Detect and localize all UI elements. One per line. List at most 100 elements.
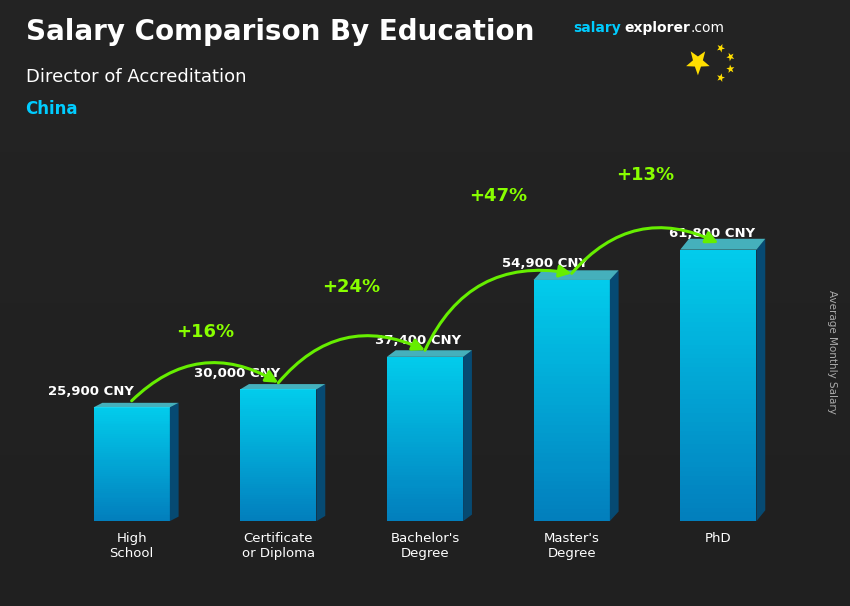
Bar [534, 457, 609, 461]
Bar [534, 316, 609, 320]
Bar [387, 379, 463, 382]
Bar [241, 440, 316, 442]
Bar [534, 308, 609, 312]
Polygon shape [717, 73, 725, 82]
Bar [387, 485, 463, 488]
Bar [680, 263, 756, 268]
Bar [387, 464, 463, 467]
Bar [534, 332, 609, 336]
Bar [94, 445, 170, 447]
Bar [387, 390, 463, 393]
Bar [94, 513, 170, 516]
Bar [534, 312, 609, 316]
Bar [387, 393, 463, 395]
Bar [241, 438, 316, 440]
Bar [534, 292, 609, 296]
Text: Average Monthly Salary: Average Monthly Salary [827, 290, 837, 413]
Bar [534, 473, 609, 477]
Bar [534, 340, 609, 344]
Bar [680, 426, 756, 431]
Bar [534, 364, 609, 368]
Bar [387, 422, 463, 425]
Bar [94, 498, 170, 501]
Bar [534, 288, 609, 292]
Bar [241, 501, 316, 504]
Bar [387, 387, 463, 390]
Bar [534, 320, 609, 324]
Bar [534, 388, 609, 393]
Bar [387, 499, 463, 502]
Bar [680, 404, 756, 408]
Bar [387, 494, 463, 496]
Bar [241, 413, 316, 416]
Bar [534, 421, 609, 425]
Polygon shape [756, 239, 765, 521]
Bar [94, 430, 170, 432]
Bar [680, 503, 756, 508]
Bar [680, 399, 756, 404]
Bar [241, 504, 316, 506]
Bar [241, 433, 316, 436]
Bar [680, 336, 756, 340]
Bar [387, 368, 463, 370]
Bar [241, 402, 316, 405]
Bar [241, 517, 316, 519]
Bar [94, 481, 170, 483]
Text: .com: .com [690, 21, 724, 35]
Polygon shape [609, 270, 619, 521]
Bar [94, 472, 170, 474]
Bar [680, 385, 756, 390]
Bar [680, 250, 756, 254]
Text: 61,800 CNY: 61,800 CNY [670, 227, 756, 240]
Bar [94, 411, 170, 413]
Bar [241, 442, 316, 444]
Bar [241, 424, 316, 427]
Bar [241, 451, 316, 453]
Bar [241, 494, 316, 497]
Polygon shape [680, 239, 765, 250]
Bar [534, 449, 609, 453]
Bar [387, 502, 463, 505]
Bar [680, 354, 756, 358]
Bar [94, 508, 170, 510]
Bar [241, 420, 316, 422]
Bar [387, 395, 463, 398]
Bar [94, 424, 170, 427]
Bar [241, 448, 316, 451]
Bar [94, 518, 170, 519]
Bar [534, 428, 609, 433]
Bar [387, 439, 463, 442]
Bar [680, 462, 756, 467]
Bar [387, 491, 463, 494]
Bar [534, 280, 609, 284]
Polygon shape [170, 403, 178, 521]
Bar [680, 444, 756, 449]
Bar [241, 401, 316, 402]
Text: 37,400 CNY: 37,400 CNY [375, 334, 461, 347]
Bar [534, 513, 609, 517]
Bar [241, 466, 316, 468]
Bar [241, 464, 316, 466]
Bar [680, 512, 756, 517]
Bar [680, 268, 756, 272]
Bar [387, 357, 463, 359]
Bar [387, 507, 463, 510]
Bar [94, 510, 170, 511]
Bar [387, 469, 463, 472]
Bar [680, 363, 756, 367]
Bar [387, 450, 463, 453]
Bar [241, 497, 316, 499]
Bar [534, 405, 609, 408]
Bar [94, 483, 170, 485]
Bar [241, 468, 316, 471]
Text: 30,000 CNY: 30,000 CNY [194, 367, 280, 380]
Bar [241, 389, 316, 391]
Bar [241, 493, 316, 494]
Bar [534, 373, 609, 376]
Bar [680, 517, 756, 521]
Bar [387, 488, 463, 491]
Bar [387, 453, 463, 456]
Bar [680, 435, 756, 440]
Bar [534, 336, 609, 340]
Bar [387, 478, 463, 480]
